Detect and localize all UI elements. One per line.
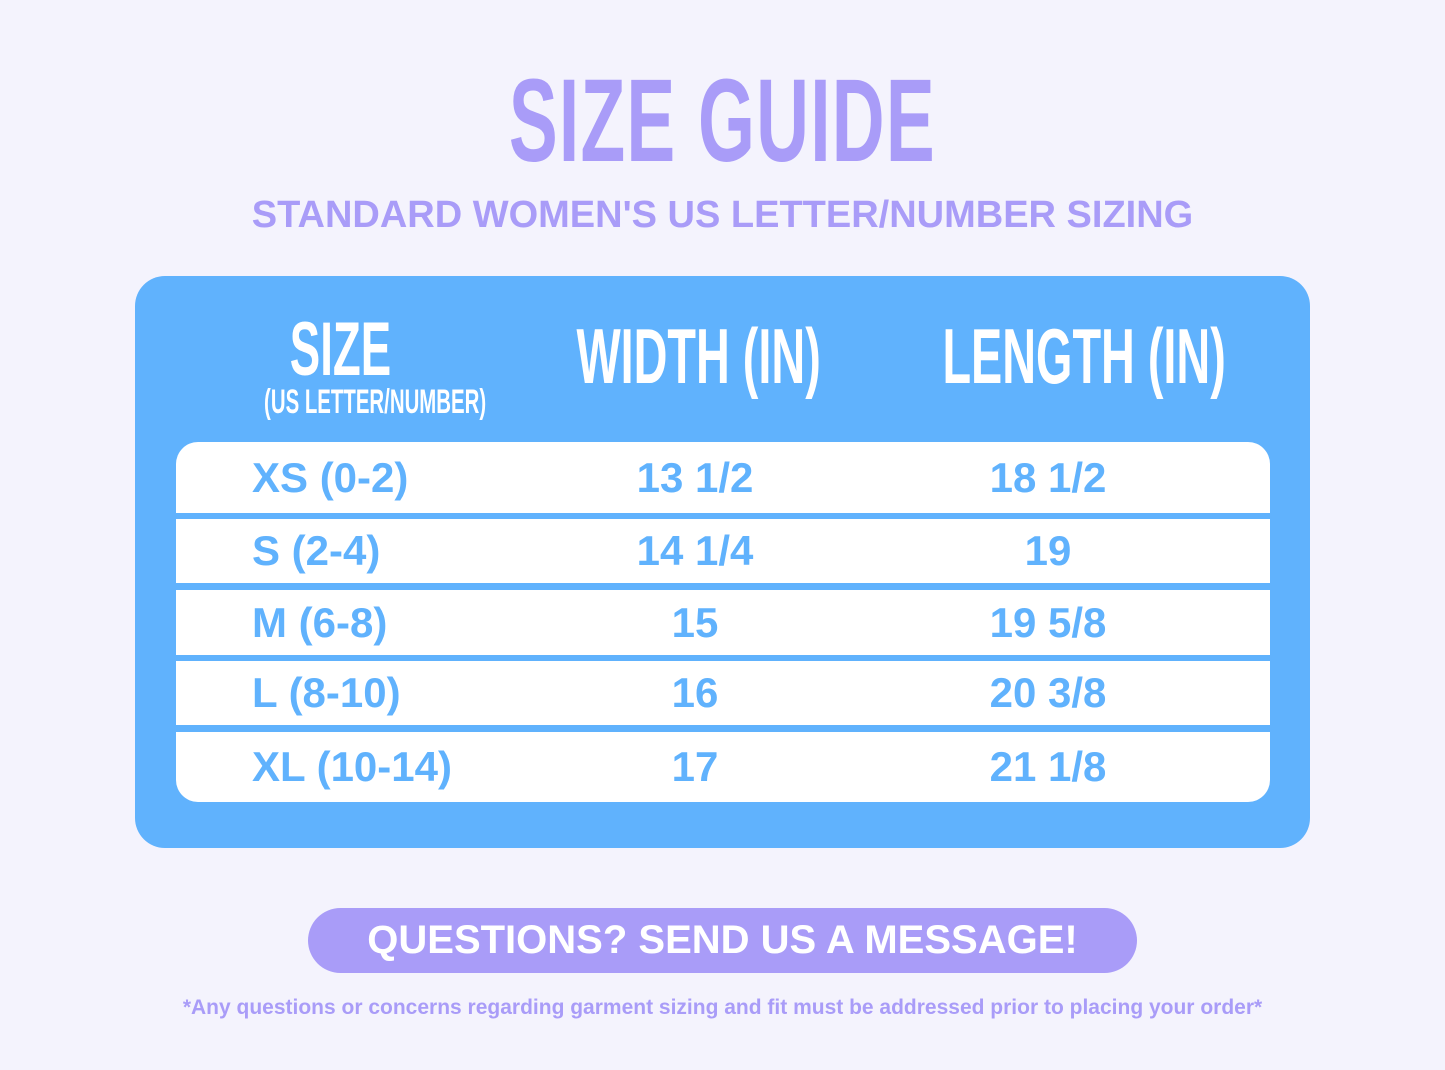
cell-length: 19 [1024,527,1072,574]
table-row: L (8-10) 16 20 3/8 [176,661,1270,725]
cell-width: 13 1/2 [636,453,754,501]
cell-size: M (6-8) [252,598,388,646]
header-width: WIDTH (IN) [576,312,821,400]
table-row: XS (0-2) 13 1/2 18 1/2 [176,442,1270,513]
cell-length: 18 1/2 [989,453,1107,501]
disclaimer-note: *Any questions or concerns regarding gar… [182,996,1263,1019]
send-message-button[interactable]: QUESTIONS? SEND US A MESSAGE! [308,908,1137,973]
cell-width: 17 [671,743,719,790]
cell-size: S (2-4) [252,527,381,574]
cell-size: L (8-10) [252,669,401,716]
subtitle: STANDARD WOMEN'S US LETTER/NUMBER SIZING [251,194,1194,236]
header-size-sub: (US LETTER/NUMBER) [264,383,487,421]
table-row: M (6-8) 15 19 5/8 [176,590,1270,655]
cell-size: XL (10-14) [252,743,452,790]
table-row: XL (10-14) 17 21 1/8 [176,732,1270,802]
cell-length: 21 1/8 [989,743,1107,790]
title-text: SIZE GUIDE [508,55,937,187]
cell-length: 20 3/8 [989,669,1107,716]
cell-width: 15 [671,598,719,646]
table-row: S (2-4) 14 1/4 19 [176,519,1270,583]
page-title: SIZE GUIDE [0,62,1445,180]
header-size: SIZE [289,307,391,392]
cell-length: 19 5/8 [989,598,1107,646]
cell-width: 14 1/4 [636,527,754,574]
cell-size: XS (0-2) [252,453,409,501]
cell-width: 16 [671,669,719,716]
table-body: XS (0-2) 13 1/2 18 1/2 S (2-4) 14 1/4 19 M (… [176,442,1270,802]
header-length: LENGTH (IN) [942,312,1226,400]
